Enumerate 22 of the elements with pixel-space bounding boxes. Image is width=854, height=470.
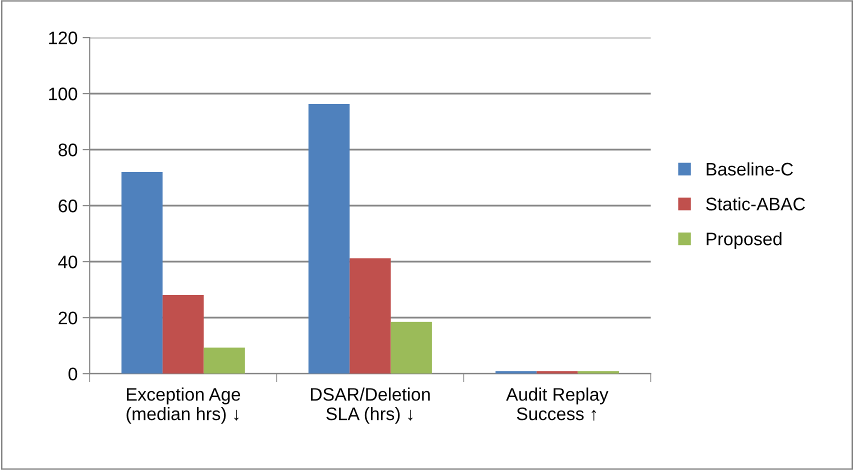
y-tick-label: 100 — [49, 88, 78, 100]
y-tick-label: 120 — [49, 32, 78, 44]
y-tick-label: 60 — [58, 200, 78, 212]
x-tick-label: Exception Age (median hrs) ↓ — [126, 388, 240, 424]
bar — [121, 172, 163, 374]
legend-label: Static-ABAC — [706, 197, 805, 210]
bar — [390, 322, 432, 374]
y-tick-label: 80 — [58, 144, 78, 156]
bar — [308, 104, 350, 374]
y-tick-label: 0 — [68, 368, 78, 380]
bar — [578, 371, 619, 374]
bar — [204, 348, 245, 374]
y-tick-label: 40 — [58, 256, 78, 268]
bar — [536, 371, 578, 374]
bar — [496, 371, 537, 374]
legend-label: Baseline-C — [706, 162, 793, 176]
y-tick-label: 20 — [58, 312, 78, 324]
bar — [162, 294, 204, 374]
legend-label: Proposed — [706, 232, 782, 249]
bar — [350, 258, 391, 374]
x-tick-label: Audit Replay Success ↑ — [506, 388, 608, 421]
x-tick-label: DSAR/Deletion SLA (hrs) ↓ — [310, 388, 430, 424]
